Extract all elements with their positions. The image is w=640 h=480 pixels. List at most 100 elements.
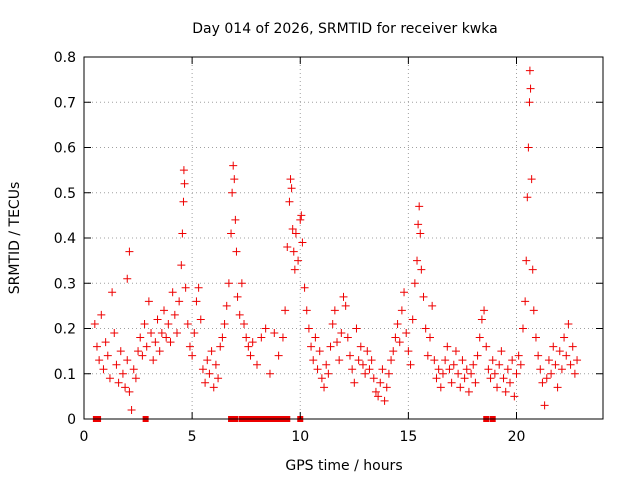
data-point: [542, 374, 551, 383]
data-point: [486, 374, 495, 383]
data-point: [222, 301, 231, 310]
data-point: [108, 288, 117, 297]
data-point: [203, 356, 212, 365]
data-point: [147, 329, 156, 338]
data-point: [185, 342, 194, 351]
data-point: [352, 324, 361, 333]
data-point: [114, 378, 123, 387]
data-point: [218, 333, 227, 342]
data-point: [426, 333, 434, 342]
data-point: [499, 374, 508, 383]
data-point: [573, 356, 582, 365]
x-tick-label: 15: [399, 429, 417, 445]
data-point: [508, 356, 517, 365]
y-tick-label: 0.3: [54, 276, 76, 292]
data-point: [307, 342, 316, 351]
data-point: [168, 288, 177, 297]
data-point: [471, 378, 480, 387]
data-point: [475, 333, 484, 342]
data-point: [376, 378, 385, 387]
data-point: [445, 365, 454, 374]
data-point: [525, 66, 534, 75]
y-tick-label: 0: [67, 412, 76, 428]
x-tick-label: 20: [508, 429, 526, 445]
data-point: [432, 374, 441, 383]
data-point: [157, 329, 166, 338]
data-point: [365, 365, 374, 374]
data-point: [451, 347, 460, 356]
data-point: [430, 356, 439, 365]
data-point: [231, 215, 240, 224]
data-point: [172, 329, 181, 338]
data-point: [538, 378, 547, 387]
data-point: [214, 374, 223, 383]
data-point: [95, 356, 104, 365]
data-point: [311, 333, 320, 342]
data-point: [528, 265, 537, 274]
data-point: [220, 319, 229, 328]
data-point: [521, 297, 530, 306]
data-point: [547, 369, 556, 378]
data-point: [456, 383, 465, 392]
data-point: [112, 360, 121, 369]
data-point: [566, 360, 575, 369]
data-point: [348, 365, 357, 374]
data-point: [151, 338, 160, 347]
data-point: [527, 175, 536, 184]
data-point: [449, 360, 458, 369]
data-point: [97, 310, 106, 319]
data-point: [261, 324, 270, 333]
data-point: [153, 315, 162, 324]
data-point: [123, 274, 132, 283]
data-point: [374, 392, 383, 401]
data-point: [523, 193, 532, 202]
chart-title: Day 014 of 2026, SRMTID for receiver kwk…: [192, 21, 497, 37]
data-point: [289, 247, 298, 256]
data-point: [562, 351, 571, 360]
data-point: [194, 283, 203, 292]
data-point: [333, 338, 342, 347]
data-point: [227, 229, 236, 238]
data-point: [482, 342, 491, 351]
data-point: [464, 387, 473, 396]
data-point: [244, 342, 253, 351]
data-point: [304, 324, 313, 333]
data-point: [105, 374, 114, 383]
data-point: [371, 387, 380, 396]
data-point: [503, 365, 512, 374]
data-point: [177, 261, 186, 270]
x-tick-label: 0: [80, 429, 89, 445]
data-point: [540, 401, 549, 410]
data-point: [402, 329, 411, 338]
data-point: [92, 342, 101, 351]
data-point: [363, 347, 372, 356]
data-point: [294, 256, 303, 265]
y-tick-label: 0.8: [54, 50, 76, 66]
data-point: [201, 378, 210, 387]
data-point: [516, 360, 525, 369]
data-point: [326, 342, 335, 351]
data-point: [283, 243, 292, 252]
data-point: [490, 369, 499, 378]
data-point: [378, 365, 387, 374]
data-point: [356, 342, 365, 351]
y-tick-label: 0.2: [54, 322, 76, 338]
data-point: [480, 306, 489, 315]
data-point: [320, 383, 329, 392]
data-point: [416, 229, 425, 238]
data-point: [460, 374, 469, 383]
y-axis-label: SRMTID / TECUs: [7, 182, 23, 295]
data-point: [514, 351, 523, 360]
data-point: [278, 333, 287, 342]
data-point: [270, 329, 279, 338]
data-point: [477, 315, 486, 324]
data-point: [454, 369, 463, 378]
data-point: [410, 279, 419, 288]
data-point: [290, 265, 299, 274]
data-point: [232, 247, 241, 256]
x-tick-label: 10: [291, 429, 309, 445]
data-point: [391, 333, 400, 342]
data-point: [180, 179, 189, 188]
data-point: [287, 184, 296, 193]
data-point: [235, 310, 244, 319]
